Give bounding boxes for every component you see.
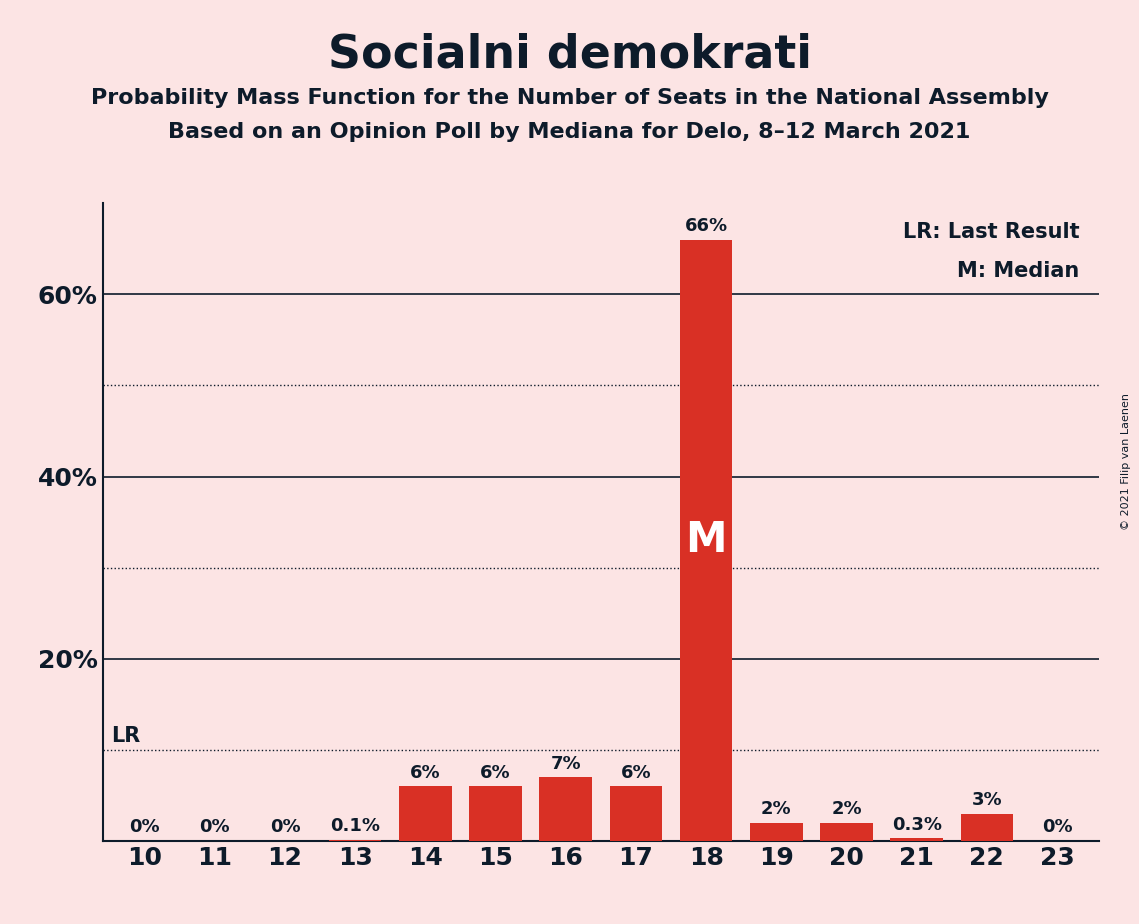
Bar [749, 822, 803, 841]
Text: 0.3%: 0.3% [892, 816, 942, 833]
Bar [399, 786, 452, 841]
Text: 7%: 7% [550, 755, 581, 772]
Text: 0%: 0% [130, 819, 159, 836]
Text: 0%: 0% [1042, 819, 1072, 836]
Text: LR: LR [110, 726, 140, 746]
Text: 3%: 3% [972, 791, 1002, 809]
Text: Probability Mass Function for the Number of Seats in the National Assembly: Probability Mass Function for the Number… [91, 88, 1048, 108]
Text: M: M [686, 519, 727, 561]
Bar [960, 813, 1014, 841]
Bar [540, 777, 592, 841]
Text: Based on an Opinion Poll by Mediana for Delo, 8–12 March 2021: Based on an Opinion Poll by Mediana for … [169, 122, 970, 142]
Text: M: Median: M: Median [957, 261, 1079, 281]
Text: 66%: 66% [685, 217, 728, 236]
Text: LR: Last Result: LR: Last Result [902, 223, 1079, 242]
Text: 0.1%: 0.1% [330, 818, 380, 835]
Text: 2%: 2% [831, 800, 862, 818]
Text: 6%: 6% [621, 763, 652, 782]
Text: 0%: 0% [270, 819, 301, 836]
Bar [469, 786, 522, 841]
Text: 0%: 0% [199, 819, 230, 836]
Text: © 2021 Filip van Laenen: © 2021 Filip van Laenen [1121, 394, 1131, 530]
Bar [609, 786, 662, 841]
Text: 2%: 2% [761, 800, 792, 818]
Text: Socialni demokrati: Socialni demokrati [328, 32, 811, 78]
Bar [891, 838, 943, 841]
Bar [680, 239, 732, 841]
Bar [820, 822, 872, 841]
Text: 6%: 6% [481, 763, 511, 782]
Text: 6%: 6% [410, 763, 441, 782]
